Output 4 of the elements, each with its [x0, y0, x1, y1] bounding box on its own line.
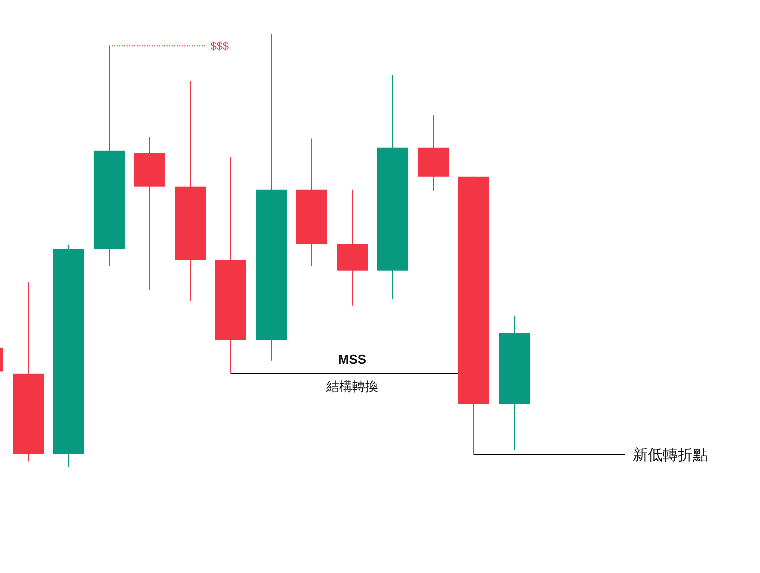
- ref-line-label: MSS: [338, 352, 367, 367]
- ref-line-label: $$$: [210, 41, 230, 54]
- ref-line-label: 新低轉折點: [633, 446, 708, 464]
- annotation: 結構轉換: [326, 378, 378, 394]
